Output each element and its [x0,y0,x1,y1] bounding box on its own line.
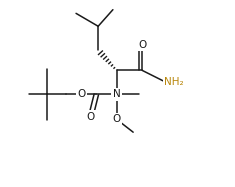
Text: NH₂: NH₂ [164,76,184,87]
Text: O: O [87,111,95,122]
Text: O: O [78,89,86,99]
Text: O: O [113,114,121,124]
Text: O: O [138,40,146,50]
Text: N: N [113,89,121,99]
